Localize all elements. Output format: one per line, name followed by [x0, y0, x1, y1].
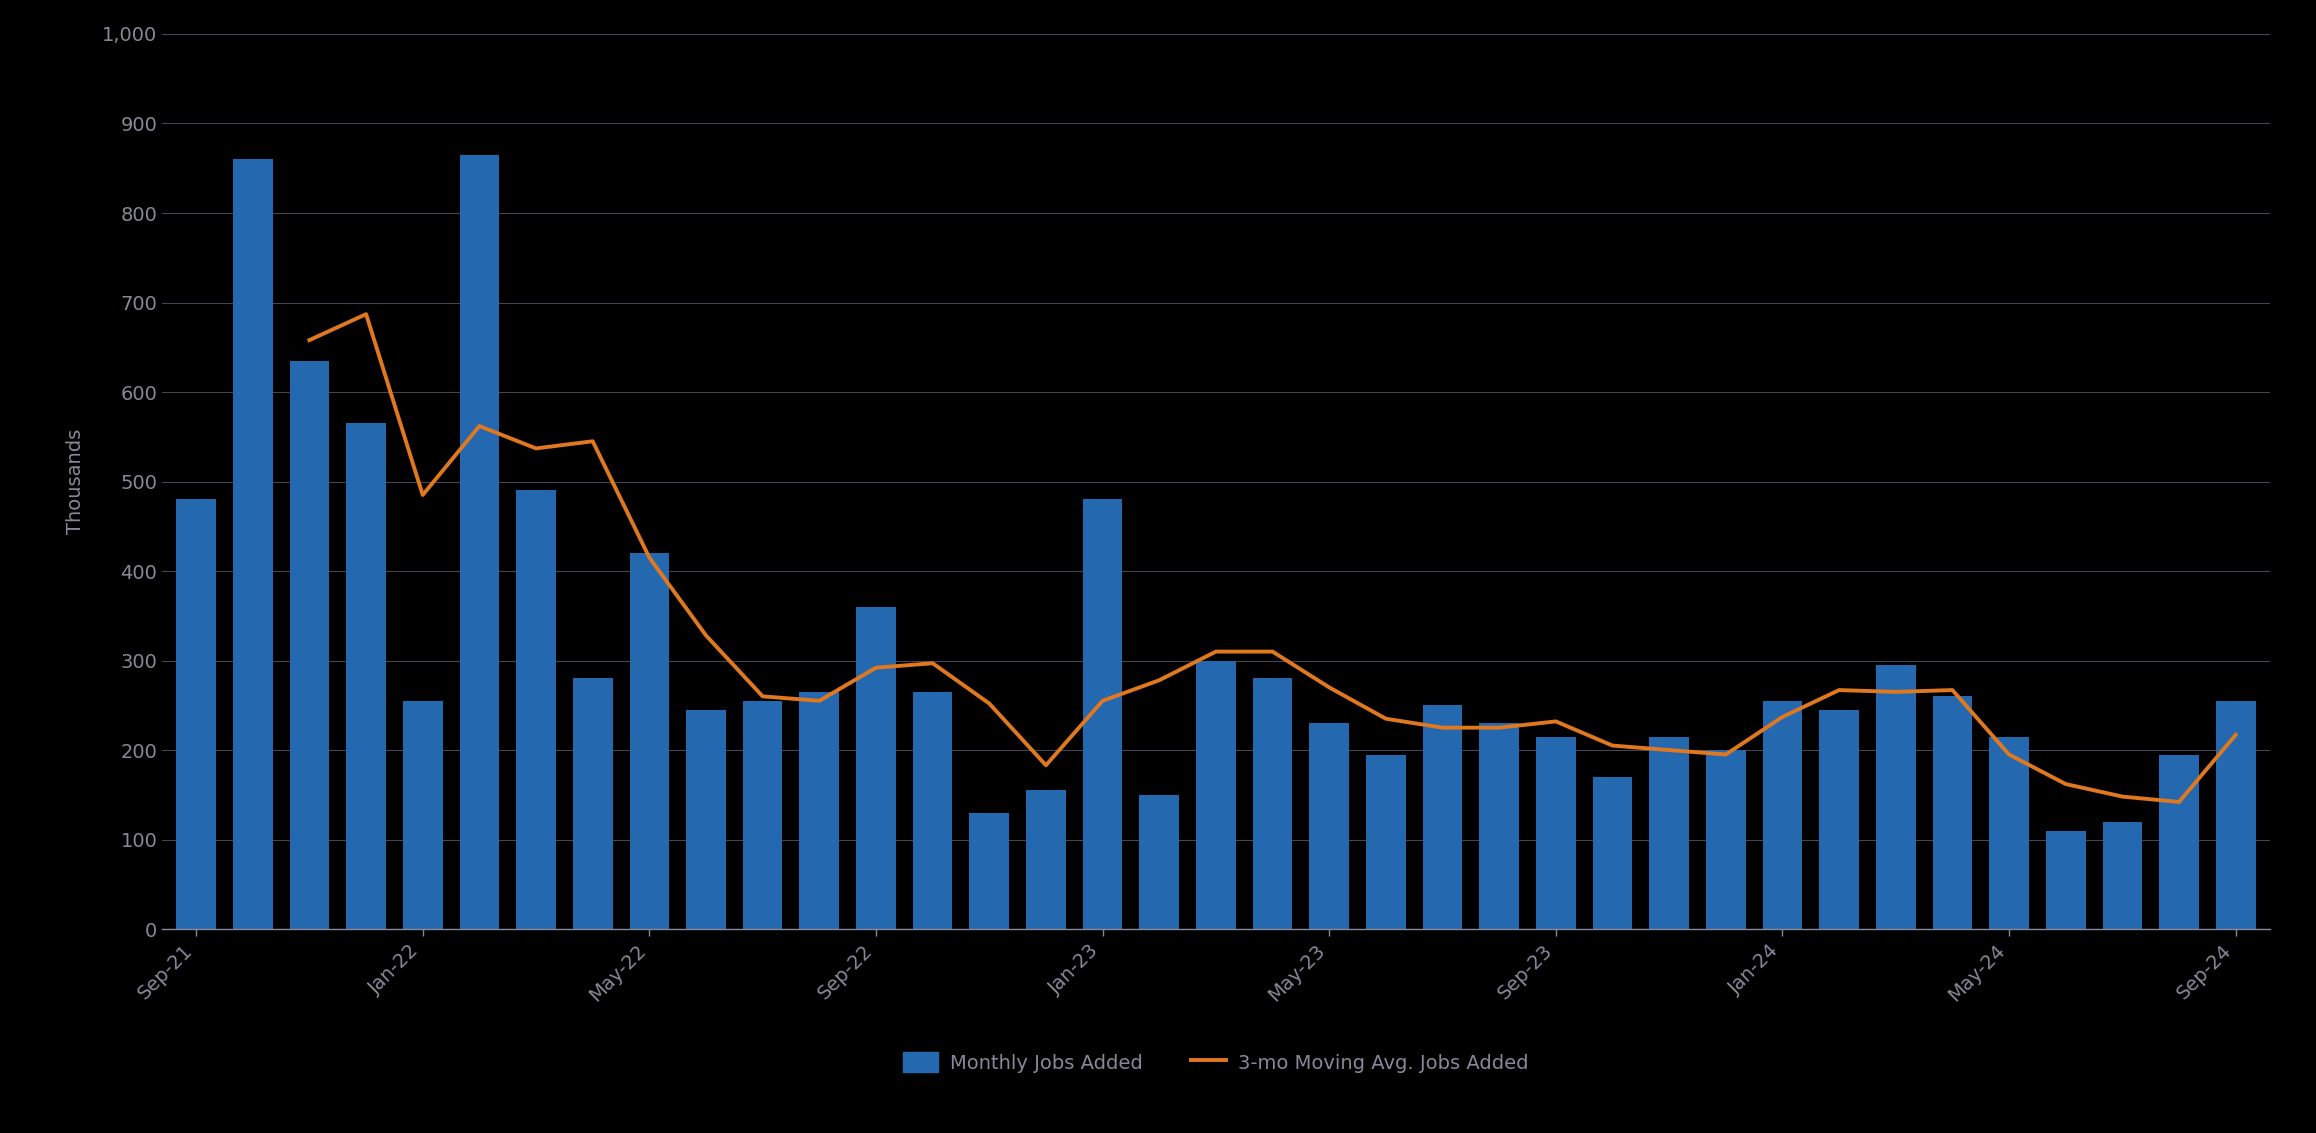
Bar — [1366, 755, 1406, 929]
Bar — [857, 607, 896, 929]
Bar — [1309, 723, 1348, 929]
Bar — [403, 701, 442, 929]
Bar — [1195, 661, 1237, 929]
Bar — [234, 160, 273, 929]
Bar — [1026, 791, 1065, 929]
Bar — [1084, 500, 1123, 929]
Bar — [799, 692, 838, 929]
Bar — [2045, 830, 2084, 929]
Bar — [2216, 701, 2256, 929]
Y-axis label: Thousands: Thousands — [67, 429, 86, 534]
Bar — [1422, 705, 1461, 929]
Bar — [1593, 777, 1633, 929]
Bar — [970, 812, 1010, 929]
Legend: Monthly Jobs Added, 3-mo Moving Avg. Jobs Added: Monthly Jobs Added, 3-mo Moving Avg. Job… — [896, 1045, 1536, 1081]
Bar — [2159, 755, 2198, 929]
Bar — [290, 360, 329, 929]
Bar — [1707, 750, 1746, 929]
Bar — [1649, 736, 1688, 929]
Bar — [1932, 697, 1973, 929]
Bar — [1820, 709, 1860, 929]
Bar — [913, 692, 952, 929]
Bar — [347, 424, 387, 929]
Bar — [1876, 665, 1915, 929]
Bar — [1536, 736, 1575, 929]
Bar — [743, 701, 783, 929]
Bar — [2103, 821, 2142, 929]
Bar — [1139, 795, 1179, 929]
Bar — [1253, 679, 1292, 929]
Bar — [572, 679, 611, 929]
Bar — [176, 500, 215, 929]
Bar — [1989, 736, 2029, 929]
Bar — [1480, 723, 1519, 929]
Bar — [686, 709, 725, 929]
Bar — [516, 491, 556, 929]
Bar — [1762, 701, 1802, 929]
Bar — [630, 553, 669, 929]
Bar — [459, 155, 500, 929]
